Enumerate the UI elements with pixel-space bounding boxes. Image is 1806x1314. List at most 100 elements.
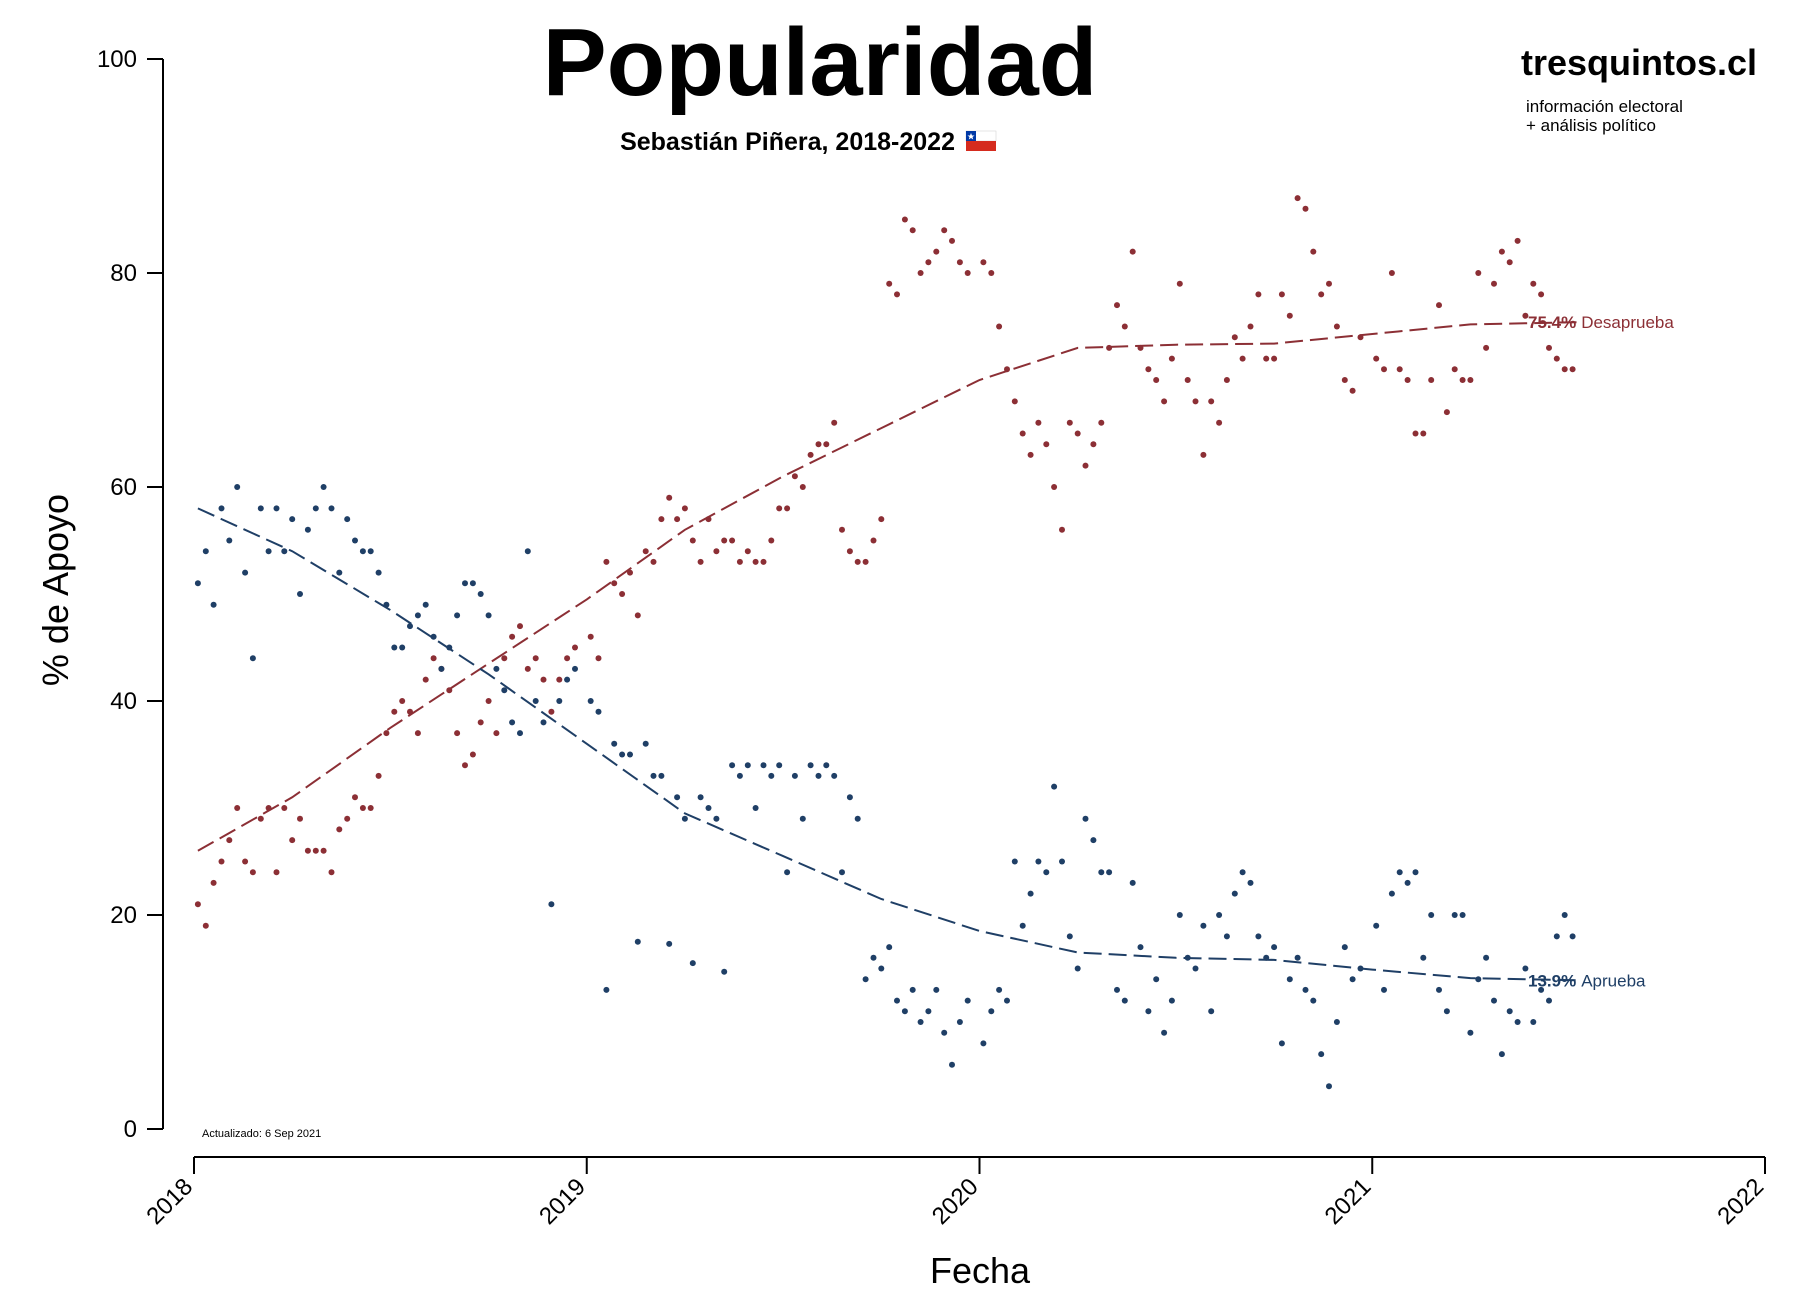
point-aprueba xyxy=(784,869,791,876)
point-aprueba xyxy=(1263,954,1270,961)
point-aprueba xyxy=(1098,869,1105,876)
point-aprueba xyxy=(265,548,272,555)
point-desaprueba xyxy=(1310,248,1317,255)
end-label-name: Desaprueba xyxy=(1581,313,1674,332)
point-aprueba xyxy=(1467,1029,1474,1036)
y-tick-label: 40 xyxy=(110,688,137,715)
point-aprueba xyxy=(1200,922,1207,929)
point-desaprueba xyxy=(1176,280,1183,287)
point-aprueba xyxy=(242,569,249,576)
point-aprueba xyxy=(202,548,209,555)
point-desaprueba xyxy=(1263,355,1270,362)
point-desaprueba xyxy=(729,537,736,544)
point-desaprueba xyxy=(367,805,374,811)
point-desaprueba xyxy=(265,805,272,811)
point-desaprueba xyxy=(736,558,743,565)
point-aprueba xyxy=(870,954,877,961)
point-aprueba xyxy=(1404,879,1411,886)
point-desaprueba xyxy=(611,580,618,587)
point-aprueba xyxy=(729,762,736,769)
point-aprueba xyxy=(1090,837,1097,844)
point-desaprueba xyxy=(1491,280,1497,287)
point-desaprueba xyxy=(1436,302,1442,309)
point-desaprueba xyxy=(831,419,838,426)
y-tick-label: 60 xyxy=(110,474,137,501)
point-desaprueba xyxy=(1483,344,1490,351)
point-aprueba xyxy=(980,1040,987,1047)
point-aprueba xyxy=(956,1019,963,1025)
point-aprueba xyxy=(469,580,476,587)
point-desaprueba xyxy=(1498,248,1505,255)
point-desaprueba xyxy=(1538,291,1545,298)
point-desaprueba xyxy=(304,847,311,854)
point-aprueba xyxy=(462,580,468,587)
point-desaprueba xyxy=(1475,270,1482,276)
point-desaprueba xyxy=(430,655,437,662)
point-desaprueba xyxy=(674,516,681,523)
point-desaprueba xyxy=(878,516,885,523)
point-desaprueba xyxy=(956,259,963,266)
point-aprueba xyxy=(1145,1008,1152,1015)
point-desaprueba xyxy=(399,698,406,704)
point-aprueba xyxy=(532,698,539,704)
point-desaprueba xyxy=(681,505,688,512)
point-desaprueba xyxy=(1396,366,1403,373)
point-aprueba xyxy=(1310,997,1317,1004)
point-aprueba xyxy=(1349,976,1356,983)
point-desaprueba xyxy=(1286,312,1293,319)
point-desaprueba xyxy=(1294,195,1301,202)
point-desaprueba xyxy=(391,708,398,715)
point-desaprueba xyxy=(721,537,728,544)
point-desaprueba xyxy=(791,473,798,480)
point-aprueba xyxy=(1326,1083,1332,1090)
point-aprueba xyxy=(650,772,657,779)
point-desaprueba xyxy=(1271,355,1278,362)
point-aprueba xyxy=(744,762,751,769)
point-desaprueba xyxy=(1161,398,1168,405)
point-desaprueba xyxy=(807,451,814,458)
y-tick-label: 0 xyxy=(124,1116,137,1143)
point-aprueba xyxy=(1137,944,1144,951)
point-aprueba xyxy=(1333,1019,1340,1025)
point-desaprueba xyxy=(1373,355,1380,362)
point-desaprueba xyxy=(289,837,296,844)
point-desaprueba xyxy=(218,858,225,865)
point-desaprueba xyxy=(846,548,853,555)
end-labels: 75.4% Desaprueba 13.9% Aprueba xyxy=(1528,313,1674,990)
point-aprueba xyxy=(658,772,665,779)
trend-line-aprueba xyxy=(197,507,1577,982)
trend-lines xyxy=(197,321,1577,982)
point-aprueba xyxy=(862,976,869,983)
point-desaprueba xyxy=(1121,323,1128,330)
point-aprueba xyxy=(1161,1029,1168,1036)
point-aprueba xyxy=(1318,1051,1325,1058)
point-desaprueba xyxy=(1019,430,1026,437)
point-aprueba xyxy=(1184,954,1191,961)
point-aprueba xyxy=(1192,965,1199,972)
point-aprueba xyxy=(524,548,531,555)
point-aprueba xyxy=(1176,912,1183,918)
point-desaprueba xyxy=(1459,377,1466,383)
point-desaprueba xyxy=(744,548,751,555)
point-aprueba xyxy=(194,580,201,587)
point-desaprueba xyxy=(1349,387,1356,394)
point-desaprueba xyxy=(556,676,563,683)
point-aprueba xyxy=(611,740,618,747)
point-desaprueba xyxy=(297,815,303,822)
point-aprueba xyxy=(988,1008,995,1015)
point-desaprueba xyxy=(328,869,335,876)
point-desaprueba xyxy=(1004,366,1010,373)
point-desaprueba xyxy=(768,537,775,544)
point-desaprueba xyxy=(1341,377,1348,383)
point-aprueba xyxy=(1475,976,1482,983)
point-aprueba xyxy=(776,762,783,769)
point-desaprueba xyxy=(1074,430,1081,437)
point-desaprueba xyxy=(234,805,241,811)
point-aprueba xyxy=(320,484,327,490)
point-desaprueba xyxy=(422,676,429,683)
point-aprueba xyxy=(1514,1019,1521,1025)
point-aprueba xyxy=(705,805,712,811)
point-desaprueba xyxy=(886,280,893,287)
point-aprueba xyxy=(234,484,241,490)
point-aprueba xyxy=(1294,954,1301,961)
